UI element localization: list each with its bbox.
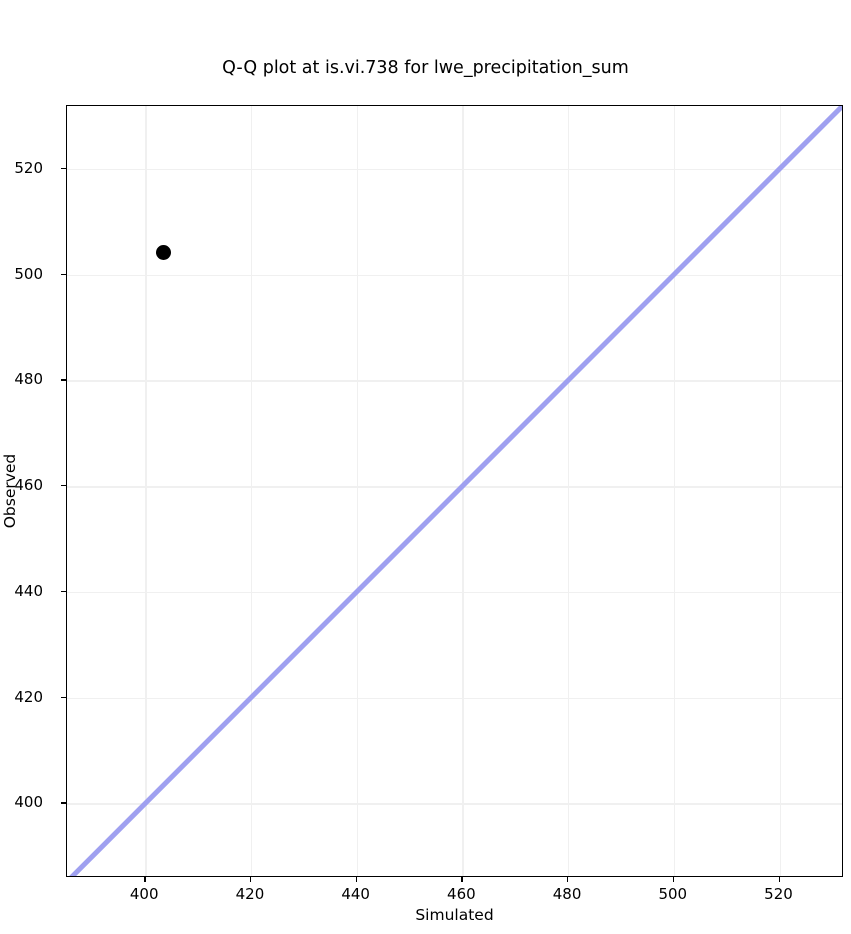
gridline-vertical — [356, 106, 359, 876]
x-tick-mark — [355, 877, 357, 882]
plot-area — [66, 105, 843, 877]
gridline-horizontal — [67, 803, 842, 805]
y-tick-label: 460 — [14, 476, 43, 495]
y-tick-label: 400 — [14, 793, 43, 812]
x-tick-label: 500 — [658, 885, 688, 903]
y-tick-label: 440 — [14, 581, 43, 600]
x-tick-mark — [778, 877, 780, 882]
y-tick-mark — [61, 273, 66, 275]
gridline-vertical — [568, 106, 570, 876]
data-point — [155, 244, 171, 260]
x-tick-mark — [249, 877, 252, 882]
y-tick-mark — [61, 379, 66, 381]
gridline-horizontal — [67, 591, 842, 594]
y-tick-mark — [61, 485, 66, 487]
x-tick-label: 480 — [552, 885, 582, 903]
y-tick-mark — [61, 590, 66, 593]
x-tick-mark — [567, 877, 569, 882]
x-tick-label: 460 — [447, 885, 476, 903]
chart-title-line-1: Q-Q plot at is.vi.738 for lwe_precipitat… — [222, 58, 629, 78]
y-tick-label: 520 — [14, 158, 43, 177]
gridline-vertical — [250, 106, 253, 876]
gridline-horizontal — [67, 168, 842, 171]
y-tick-mark — [61, 167, 66, 170]
gridline-horizontal — [67, 380, 842, 382]
gridline-horizontal — [67, 697, 842, 700]
identity-line — [69, 106, 842, 876]
gridline-vertical — [673, 106, 676, 876]
x-tick-label: 440 — [341, 885, 370, 903]
y-tick-label: 420 — [14, 687, 43, 706]
x-tick-label: 400 — [129, 885, 159, 903]
gridline-vertical — [779, 106, 781, 876]
y-tick-mark — [61, 802, 66, 804]
x-tick-label: 520 — [764, 885, 793, 903]
gridline-horizontal — [67, 274, 842, 277]
y-tick-label: 480 — [14, 370, 43, 389]
x-axis-label: Simulated — [415, 906, 494, 924]
y-tick-mark — [61, 696, 66, 698]
y-axis-label: Observed — [1, 453, 19, 529]
x-tick-label: 420 — [235, 885, 265, 903]
gridline-horizontal — [67, 486, 842, 488]
x-tick-mark — [144, 877, 146, 882]
x-tick-mark — [672, 877, 675, 882]
gridline-vertical — [462, 106, 464, 876]
x-tick-mark — [461, 877, 463, 882]
y-tick-label: 500 — [14, 264, 43, 283]
gridline-vertical — [145, 106, 147, 876]
